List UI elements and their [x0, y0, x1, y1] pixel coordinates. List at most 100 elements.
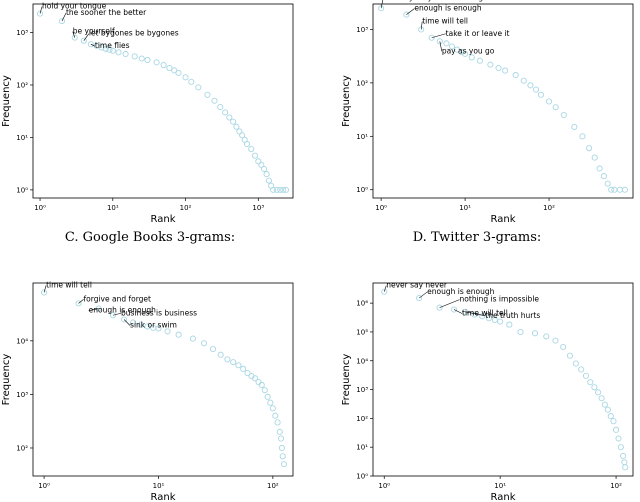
data-point — [209, 346, 217, 353]
data-point — [248, 146, 255, 153]
x-axis-label: Rank — [491, 214, 516, 225]
data-point — [166, 65, 173, 72]
x-tick-label: 10³ — [252, 204, 264, 212]
x-tick-label: 10² — [610, 482, 622, 490]
data-point — [497, 318, 504, 325]
chart-panel-c: 10⁰ 10¹ 10² 10² 10³ 10⁴ Rank Frequency time will… — [1, 280, 294, 502]
data-point — [160, 61, 167, 69]
data-point — [545, 98, 553, 105]
annotation-leader — [72, 31, 76, 38]
data-point — [153, 59, 160, 66]
annotation-label: business is business — [121, 308, 197, 317]
data-point — [449, 43, 456, 50]
data-point — [182, 74, 189, 81]
y-tick-label: 10⁰ — [356, 473, 368, 481]
annotation-label: let bygones be bygones — [89, 29, 179, 38]
annotation-leader — [83, 33, 90, 41]
data-point — [138, 55, 145, 62]
annotation-label: the truth hurts — [485, 311, 540, 320]
annotation-label: enough is enough — [89, 306, 156, 315]
caption-d: D. Twitter 3-grams: — [413, 230, 542, 245]
data-point — [269, 405, 276, 412]
y-tick-label: 10⁴ — [356, 357, 368, 365]
data-point — [58, 18, 65, 25]
data-point — [239, 132, 246, 139]
data-point — [527, 82, 534, 89]
data-point — [264, 393, 271, 400]
data-point — [263, 171, 270, 178]
data-point — [109, 312, 117, 319]
data-point — [572, 360, 579, 367]
y-tick-label: 10⁵ — [356, 328, 368, 336]
annotation-label: to delay may mean to forget — [383, 0, 491, 2]
y-tick-label: 10³ — [16, 29, 28, 37]
data-point — [217, 351, 224, 358]
data-point — [272, 412, 279, 419]
data-point — [280, 461, 287, 468]
data-point — [596, 165, 603, 172]
caption-c: C. Google Books 3-grams: — [65, 230, 235, 245]
annotation-label: time will tell — [422, 16, 468, 25]
data-point — [204, 91, 211, 98]
data-point — [487, 61, 494, 68]
annotation-leader — [420, 21, 423, 30]
data-point — [282, 186, 290, 193]
y-tick-label: 10³ — [356, 26, 368, 34]
data-point — [270, 186, 277, 193]
data-point — [560, 112, 567, 119]
chart-panel-d: 10⁰ 10¹ 10² 10⁰ 10¹ 10² 10³ 10⁴ 10⁵ 10⁶ Rank Freque… — [341, 281, 634, 502]
x-axis-label: Rank — [151, 214, 176, 225]
data-point — [278, 444, 285, 452]
data-point — [258, 381, 265, 389]
annotation-label: never say never — [386, 281, 448, 290]
data-point — [98, 44, 105, 51]
data-point — [436, 38, 443, 45]
y-tick-label: 10³ — [356, 386, 368, 394]
y-axis-label: Frequency — [1, 75, 12, 127]
annotation-leader — [439, 41, 443, 52]
data-point — [611, 186, 618, 193]
annotation-label: nothing is impossible — [460, 295, 540, 304]
data-point — [80, 37, 87, 44]
data-point — [604, 180, 611, 187]
data-point — [71, 34, 78, 41]
annotation-label: enough is enough — [414, 4, 481, 13]
annotation-leader — [39, 6, 43, 14]
data-point — [131, 53, 138, 60]
data-point — [566, 352, 573, 359]
data-point — [244, 370, 251, 377]
data-point — [155, 325, 162, 332]
data-point — [617, 444, 624, 451]
y-tick-label: 10² — [356, 79, 368, 87]
data-point — [598, 395, 605, 402]
data-point — [471, 311, 478, 318]
y-axis-label: Frequency — [341, 354, 352, 406]
data-point — [235, 362, 242, 369]
x-tick-label: 10¹ — [107, 204, 119, 212]
data-point — [428, 34, 435, 41]
y-tick-label: 10⁰ — [356, 186, 368, 194]
annotation-label: take it or leave it — [446, 29, 510, 38]
x-tick-label: 10⁰ — [38, 482, 50, 490]
y-axis-label: Frequency — [1, 354, 12, 406]
annotation-leader — [78, 299, 84, 304]
annotation-leader — [465, 311, 486, 317]
annotation-leader — [453, 309, 463, 314]
data-point — [261, 387, 268, 394]
data-point — [537, 91, 544, 98]
x-axis-label: Rank — [491, 492, 516, 502]
data-point — [130, 319, 137, 326]
y-tick-label: 10² — [356, 415, 368, 423]
y-tick-label: 10⁰ — [16, 186, 28, 194]
data-point — [601, 401, 608, 408]
data-point — [579, 133, 586, 140]
data-point — [279, 453, 286, 460]
data-point — [75, 300, 82, 307]
annotation-label: be yourself — [73, 27, 115, 36]
data-point — [595, 389, 602, 396]
data-point — [230, 118, 237, 125]
data-point — [604, 406, 611, 413]
data-point — [164, 328, 171, 335]
data-point — [255, 158, 262, 165]
x-tick-label: 10² — [180, 204, 192, 212]
